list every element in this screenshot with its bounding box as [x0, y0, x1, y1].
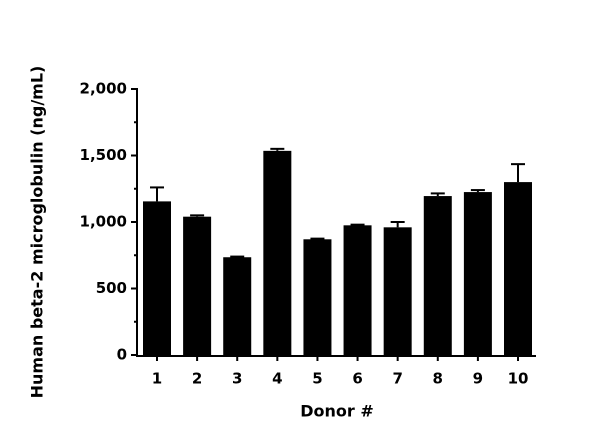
- x-tick-label: 9: [473, 370, 483, 388]
- x-tick-label: 6: [352, 370, 362, 388]
- bar: [303, 239, 332, 355]
- x-axis-label: Donor #: [300, 402, 374, 421]
- bar: [423, 196, 452, 355]
- bar: [504, 182, 532, 355]
- y-tick-label: 2,000: [80, 80, 127, 98]
- y-tick-label: 500: [96, 279, 127, 297]
- bar: [223, 257, 252, 355]
- x-tick-label: 10: [508, 370, 529, 388]
- y-tick-label: 1,000: [80, 213, 127, 231]
- x-tick-label: 8: [433, 370, 443, 388]
- bar: [143, 201, 171, 355]
- y-tick-label: 0: [117, 346, 127, 364]
- x-tick-label: 4: [272, 370, 282, 388]
- bar: [343, 225, 372, 355]
- y-axis-label: Human beta-2 microglobulin (ng/mL): [28, 66, 47, 399]
- x-tick-label: 2: [192, 370, 202, 388]
- bar: [463, 192, 492, 355]
- bar: [263, 150, 292, 355]
- y-tick-label: 1,500: [80, 146, 127, 164]
- x-tick-label: 7: [392, 370, 402, 388]
- bar: [183, 216, 212, 355]
- x-tick-label: 1: [152, 370, 162, 388]
- x-tick-label: 5: [312, 370, 322, 388]
- x-tick-label: 3: [232, 370, 242, 388]
- bar: [383, 227, 412, 355]
